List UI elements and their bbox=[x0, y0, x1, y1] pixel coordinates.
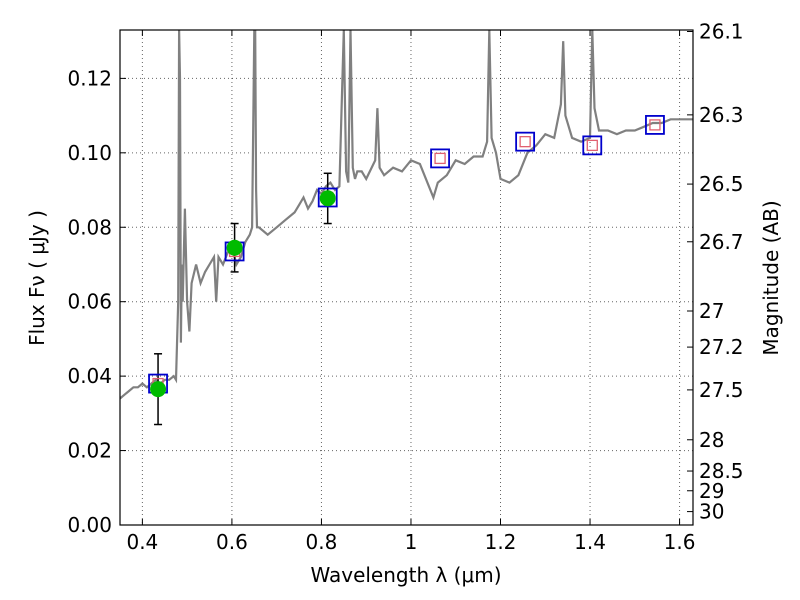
photometry-markers bbox=[148, 115, 665, 426]
data-series bbox=[120, 30, 693, 400]
y-tick-label: 0.12 bbox=[67, 66, 112, 90]
right-tick-label: 30 bbox=[699, 500, 724, 524]
y-tick-label: 0.10 bbox=[67, 141, 112, 165]
x-tick-label: 0.6 bbox=[216, 530, 248, 554]
x-tick-label: 0.4 bbox=[126, 530, 158, 554]
right-tick-label: 28 bbox=[699, 428, 724, 452]
right-axis-title: Magnitude (AB) bbox=[759, 200, 783, 355]
model-photometry-box bbox=[582, 135, 603, 156]
model-photometry-box bbox=[645, 115, 665, 135]
observed-point bbox=[150, 381, 167, 398]
right-tick-label: 27 bbox=[699, 299, 724, 323]
grid-lines bbox=[120, 30, 693, 526]
y-tick-label: 0.00 bbox=[67, 513, 112, 537]
x-tick-label: 1.2 bbox=[485, 530, 517, 554]
x-tick-label: 1.6 bbox=[664, 530, 696, 554]
right-tick-label: 27.2 bbox=[699, 335, 744, 359]
model-photometry-inner bbox=[434, 152, 446, 165]
y-tick-label: 0.02 bbox=[67, 439, 112, 463]
y-tick-label: 0.06 bbox=[67, 290, 112, 314]
x-tick-label: 1.4 bbox=[574, 530, 606, 554]
right-tick-label: 26.5 bbox=[699, 172, 744, 196]
model-photometry-box bbox=[430, 148, 450, 169]
model-photometry-box bbox=[515, 131, 536, 152]
right-tick-label: 26.3 bbox=[699, 103, 744, 127]
right-tick-label: 27.5 bbox=[699, 378, 744, 402]
plot-frame bbox=[119, 29, 694, 526]
x-axis-title: Wavelength λ (μm) bbox=[310, 563, 501, 587]
x-tick-label: 0.8 bbox=[306, 530, 338, 554]
right-tick-label: 26.1 bbox=[699, 19, 744, 43]
y-tick-label: 0.04 bbox=[67, 364, 112, 388]
axis-ticks: 0.4 0.6 0.8 1 1.2 1.4 1.6 0.00 0.02 0.04 0.06 0.08 0… bbox=[67, 19, 743, 554]
y-tick-label: 0.08 bbox=[67, 215, 112, 239]
observed-point bbox=[319, 190, 336, 207]
right-tick-label: 26.7 bbox=[699, 230, 744, 254]
model-spectrum-line bbox=[120, 30, 693, 400]
x-tick-label: 1 bbox=[405, 530, 418, 554]
observed-point bbox=[226, 239, 243, 256]
model-photometry-inner bbox=[649, 119, 661, 131]
model-photometry-inner bbox=[519, 136, 531, 148]
model-photometry-box bbox=[317, 187, 338, 208]
y-axis-title: Flux Fν ( μJy ) bbox=[25, 210, 49, 346]
model-photometry-inner bbox=[586, 139, 598, 152]
right-tick-label: 29 bbox=[699, 479, 724, 503]
right-tick-label: 28.5 bbox=[699, 459, 744, 483]
